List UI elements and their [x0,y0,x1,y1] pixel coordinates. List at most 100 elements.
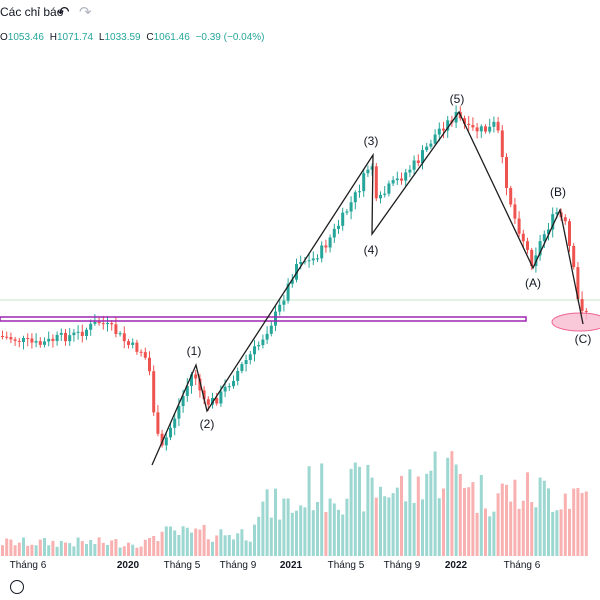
volume-bar [295,510,298,556]
candle-body [223,386,227,392]
volume-bar [458,473,462,556]
volume-bar [479,474,483,556]
candle-body [538,241,542,256]
volume-bar [13,545,17,556]
volume-bar [563,493,567,556]
volume-bar [484,508,487,556]
volume-bar [173,530,177,556]
volume-bar [580,492,584,556]
close-value: 1061.46 [153,32,190,43]
volume-bar [202,524,206,556]
volume-bar [320,463,324,556]
candle-body [358,191,361,193]
candle-body [110,323,114,325]
tradingview-logo-icon[interactable] [10,580,24,594]
support-band[interactable] [0,312,600,332]
volume-bar [521,500,525,556]
candle-body [43,341,46,345]
candle-body [76,331,80,333]
volume-bar [135,547,139,556]
candle-body [408,169,412,173]
candle-body [425,146,429,151]
elliott-wave-lines[interactable] [151,110,584,466]
candle-body [345,211,349,213]
candle-body [194,374,198,379]
volume-bar [5,538,9,556]
high-label: H [49,32,57,43]
wave-label: (2) [200,417,215,431]
candle-body [47,338,51,342]
candle-body [198,378,202,391]
x-axis-tick-label: Tháng 6 [504,560,541,571]
candle-body [404,172,408,181]
volume-bar [38,539,42,556]
indicators-button[interactable]: Các chỉ báo [0,5,64,19]
candle-body [173,418,177,428]
candle-body [320,245,324,259]
redo-icon: ↷ [79,4,92,21]
x-axis-tick-label: 2020 [117,560,140,571]
volume-bar [433,451,437,556]
candle-body [68,335,72,342]
candle-body [475,127,479,132]
candle-body [206,399,210,405]
volume-bar [269,517,273,556]
volume-bar [517,508,521,556]
candle-body [148,357,151,372]
volume-bar [26,545,30,556]
volume-bar [488,516,492,556]
volume-bar [106,544,109,556]
volume-bar [185,527,189,556]
wave-label: (5) [450,92,465,106]
volume-bar [395,487,399,556]
candle-body [337,225,340,229]
candle-body [521,233,525,242]
candle-body [379,194,382,199]
volume-bar [47,545,51,556]
ohlc-legend: O1053.46 H1071.74 L1033.59 C1061.46 −0.3… [0,32,268,43]
candle-body [437,128,441,135]
candle-body [118,333,122,335]
candle-body [156,412,160,434]
volume-bar [450,451,454,556]
candle-body [26,338,30,340]
target-ellipse [551,312,600,332]
candle-body [563,217,567,222]
volume-bar [492,511,496,556]
x-axis-tick-label: 2022 [445,560,468,571]
low-value: 1033.59 [104,32,141,43]
undo-icon[interactable]: ↶ [57,4,70,21]
volume-bar [366,464,370,556]
volume-bar [341,514,345,556]
candle-body [278,304,282,312]
volume-bar [542,480,546,556]
candle-body [9,337,13,340]
candle-body [542,234,546,242]
volume-bar [274,488,277,556]
volume-bar [114,539,118,556]
volume-bar [265,489,269,556]
candle-body [160,433,164,446]
volume-bar [257,516,261,556]
open-value: 1053.46 [7,32,44,43]
volume-bar [505,484,508,556]
candle-body [269,325,273,334]
volume-bar [110,540,114,556]
candle-body [484,126,487,132]
volume-bar [1,545,4,556]
candle-body [240,364,244,371]
candle-body [454,112,458,123]
candle-body [17,340,21,342]
volume-bar [131,544,135,556]
volume-bar [101,542,105,556]
candle-body [580,299,584,311]
x-axis-tick-label: Tháng 6 [10,560,47,571]
x-axis-tick-label: Tháng 5 [328,560,365,571]
volume-bar [219,529,223,556]
candle-body [190,374,193,386]
time-axis: Tháng 6 2020 Tháng 5 Tháng 9 2021 Tháng 5 Thán… [10,560,541,571]
volume-bar [324,511,328,556]
candle-body [433,134,437,144]
volume-bar [471,482,475,556]
